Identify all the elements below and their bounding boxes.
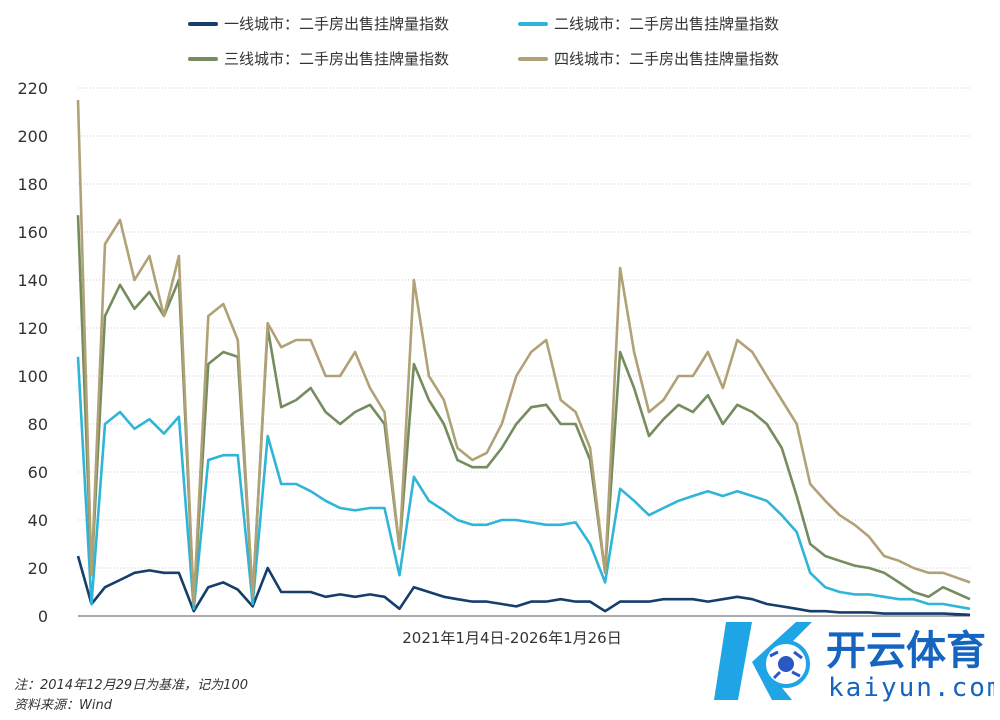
y-tick-label: 220 [17,79,48,98]
y-tick-label: 180 [17,175,48,194]
y-tick-label: 160 [17,223,48,242]
y-tick-label: 40 [28,511,48,530]
legend: 一线城市：二手房出售挂牌量指数 二线城市：二手房出售挂牌量指数三线城市：二手房出售… [188,15,779,68]
y-tick-label: 200 [17,127,48,146]
watermark-url: kaiyun.com [828,673,994,703]
legend-label-1: 一线城市：二手房出售挂牌量指数 [224,15,449,33]
legend-label-2: 二线城市：二手房出售挂牌量指数 [554,15,779,33]
kaiyun-watermark: 开云体育 kaiyun.com [714,622,994,703]
series-lines [76,99,971,617]
series-line-3 [76,215,971,606]
legend-label-4: 四线城市：二手房出售挂牌量指数 [554,50,779,68]
y-tick-label: 60 [28,463,48,482]
y-tick-label: 120 [17,319,48,338]
legend-label-3: 三线城市：二手房出售挂牌量指数 [224,50,449,68]
basis-note: 注：2014年12月29日为基准，记为100 [14,678,248,693]
x-axis-label: 2021年1月4日-2026年1月26日 [402,629,621,647]
source-note: 资料来源：Wind [14,698,112,713]
y-axis-ticks: 0 20 40 60 80 100 120 140 160 180 200 220 [17,79,48,626]
kaiyun-logo-icon [714,622,812,700]
gridlines [78,87,970,569]
watermark-brand: 开云体育 [826,628,986,674]
series-line-1 [76,555,971,617]
series-line-4 [76,99,971,606]
y-tick-label: 0 [38,607,48,626]
y-tick-label: 80 [28,415,48,434]
y-tick-label: 100 [17,367,48,386]
series-line-2 [76,356,971,611]
y-tick-label: 20 [28,559,48,578]
y-tick-label: 140 [17,271,48,290]
